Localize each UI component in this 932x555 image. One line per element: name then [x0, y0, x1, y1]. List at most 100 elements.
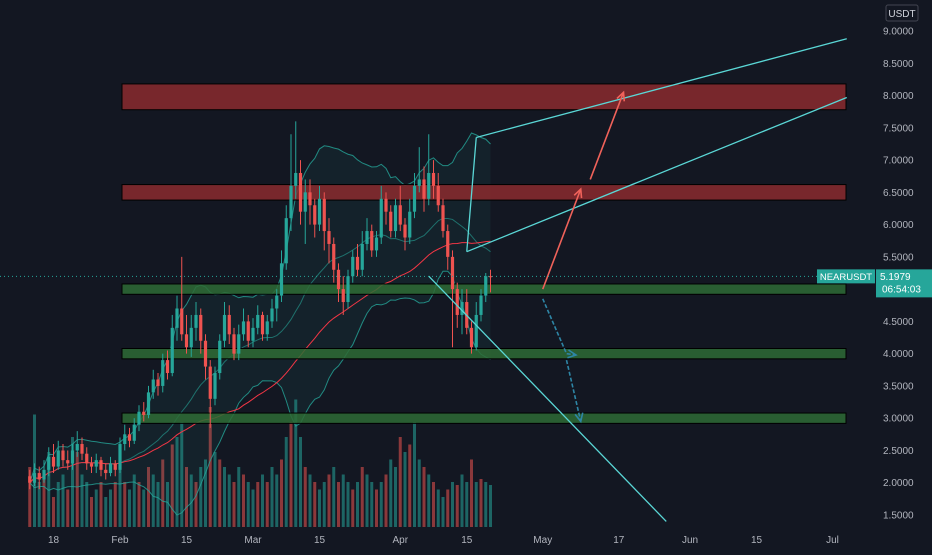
- moving-average-line: [29, 240, 491, 484]
- candle: [127, 427, 132, 448]
- volume-bar: [470, 459, 473, 527]
- volume-bar: [308, 474, 312, 527]
- volume-bar: [227, 474, 231, 527]
- resistance-zone[interactable]: [121, 184, 847, 201]
- candle: [123, 424, 127, 451]
- price-tick-label: 5.5000: [883, 252, 914, 263]
- arrow-head: [573, 187, 583, 199]
- time-tick-label: 17: [613, 535, 625, 546]
- price-tick-label: 7.0000: [883, 156, 914, 167]
- time-axis[interactable]: 18 Feb 15 Mar 15 Apr 15 May 17 Jun 15 Jul: [48, 535, 839, 546]
- currency-badge[interactable]: USDT: [885, 4, 919, 22]
- candle-body: [146, 392, 151, 415]
- volume-bar: [341, 474, 345, 527]
- candle-body: [294, 172, 298, 186]
- time-tick-label: Feb: [111, 535, 129, 546]
- candle: [479, 289, 483, 322]
- trendline[interactable]: [476, 38, 847, 139]
- price-tick-label: 6.0000: [883, 220, 914, 231]
- candle-body: [127, 434, 132, 441]
- volume-bar: [132, 474, 136, 527]
- candle: [389, 205, 393, 238]
- volume-bar: [208, 407, 212, 527]
- volume-bar: [113, 482, 117, 527]
- candle: [303, 179, 307, 244]
- candle-body: [332, 243, 336, 270]
- candle: [132, 418, 136, 445]
- volume-bar: [474, 482, 478, 527]
- volume-bar: [394, 467, 397, 527]
- arrow-up[interactable]: [542, 187, 583, 290]
- resistance-zone[interactable]: [121, 83, 847, 111]
- volume-bar: [213, 452, 217, 527]
- trendline[interactable]: [466, 96, 847, 253]
- volume-bar: [194, 482, 198, 527]
- trendline[interactable]: [428, 275, 667, 522]
- candle-body: [175, 308, 179, 328]
- volume-bar: [199, 467, 203, 527]
- candle: [398, 185, 402, 232]
- price-tick-label: 2.0000: [883, 478, 914, 489]
- support-zone[interactable]: [121, 283, 847, 295]
- candle-body: [374, 237, 379, 251]
- volume-bar: [71, 437, 74, 527]
- candles: [28, 121, 493, 490]
- candle: [484, 273, 488, 303]
- candle-body: [241, 321, 246, 335]
- candle-body: [379, 198, 383, 238]
- bollinger-lower: [29, 270, 491, 516]
- candle: [294, 121, 298, 199]
- support-zone[interactable]: [121, 412, 847, 424]
- candle-body: [289, 185, 293, 219]
- volume-bar: [294, 399, 298, 527]
- candle-body: [365, 231, 369, 244]
- volume-bar: [166, 482, 169, 527]
- support-zone[interactable]: [121, 348, 847, 360]
- volume-bar: [52, 497, 55, 527]
- candle-body: [298, 172, 303, 212]
- candle: [431, 160, 436, 199]
- volume-bar: [275, 474, 279, 527]
- candle: [336, 263, 341, 303]
- candle: [56, 440, 60, 470]
- candle: [260, 311, 265, 341]
- candle-body: [123, 434, 127, 445]
- price-axis[interactable]: 9.0000 8.5000 8.0000 7.5000 7.0000 6.5000 6.00…: [883, 27, 914, 522]
- candle-body: [308, 192, 312, 206]
- arrow-down[interactable]: [542, 298, 578, 359]
- candle-body: [118, 444, 122, 470]
- time-tick-label: 15: [751, 535, 763, 546]
- candle-body: [279, 263, 284, 296]
- volume-bar: [318, 489, 321, 527]
- volume-bar: [356, 482, 359, 527]
- time-axis-panel[interactable]: [0, 527, 876, 550]
- candle: [422, 166, 426, 212]
- trendline[interactable]: [466, 137, 477, 252]
- candle: [42, 460, 46, 483]
- candle-body: [441, 205, 445, 232]
- price-tick-label: 2.5000: [883, 446, 914, 457]
- candle: [332, 237, 336, 283]
- candle-body: [341, 289, 345, 303]
- candle-body: [208, 366, 212, 399]
- volume-bar: [270, 467, 274, 527]
- price-tick-label: 9.0000: [883, 27, 914, 38]
- arrow-down[interactable]: [565, 359, 584, 424]
- volume-bar: [128, 489, 131, 527]
- candle-body: [455, 289, 459, 315]
- candle: [194, 302, 198, 341]
- candle: [265, 314, 269, 341]
- time-tick-label: Mar: [244, 535, 262, 546]
- projection-arrows[interactable]: [542, 90, 626, 424]
- volume-bar: [484, 482, 488, 527]
- trendlines[interactable]: [428, 38, 847, 522]
- candle-body: [213, 373, 217, 399]
- candle-body: [51, 456, 56, 467]
- price-zones[interactable]: [121, 83, 847, 424]
- arrow-up[interactable]: [589, 90, 626, 180]
- candle: [28, 469, 32, 490]
- candle-body: [99, 460, 103, 470]
- volume-bar: [413, 422, 416, 527]
